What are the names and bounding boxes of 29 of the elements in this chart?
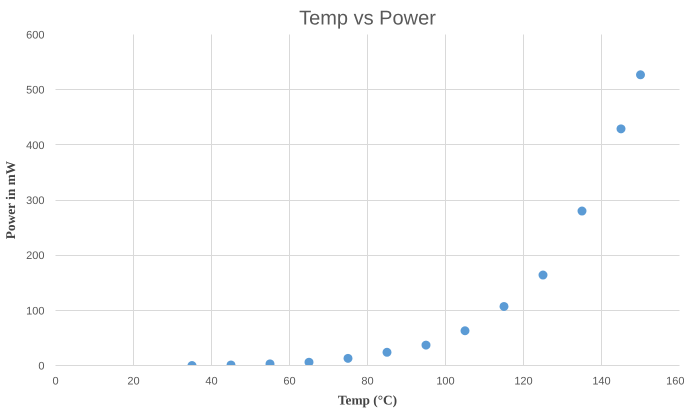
- point: [304, 358, 314, 366]
- y-tick-label: 400: [26, 140, 45, 152]
- x-tick-label: 100: [436, 376, 455, 388]
- x-tick-label: 80: [361, 376, 374, 388]
- y-tick-label: 200: [26, 250, 45, 262]
- y-tick-label: 100: [26, 305, 45, 318]
- y-tick-label: 500: [26, 84, 45, 97]
- point: [460, 326, 470, 336]
- point: [344, 354, 352, 363]
- x-tick-label: 20: [127, 376, 140, 388]
- point: [382, 348, 392, 357]
- chart-title: Temp vs Power: [299, 8, 436, 30]
- x-tick-label: 40: [205, 376, 218, 388]
- x-tick-label: 160: [666, 376, 684, 388]
- x-axis-title: Temp (°C): [338, 392, 398, 408]
- point: [538, 270, 548, 280]
- x-tick-label: 0: [52, 376, 59, 388]
- y-tick-label: 300: [26, 195, 45, 207]
- point: [636, 70, 645, 80]
- x-tick-label: 60: [283, 376, 296, 388]
- point: [616, 124, 626, 134]
- x-tick-label: 120: [514, 376, 533, 388]
- point: [422, 340, 430, 350]
- y-tick-label: 0: [38, 360, 45, 372]
- point: [500, 302, 508, 311]
- x-tick-label: 140: [592, 376, 611, 388]
- point: [578, 206, 586, 216]
- y-axis-title: Power in mW: [3, 160, 18, 240]
- y-tick-label: 600: [26, 30, 45, 42]
